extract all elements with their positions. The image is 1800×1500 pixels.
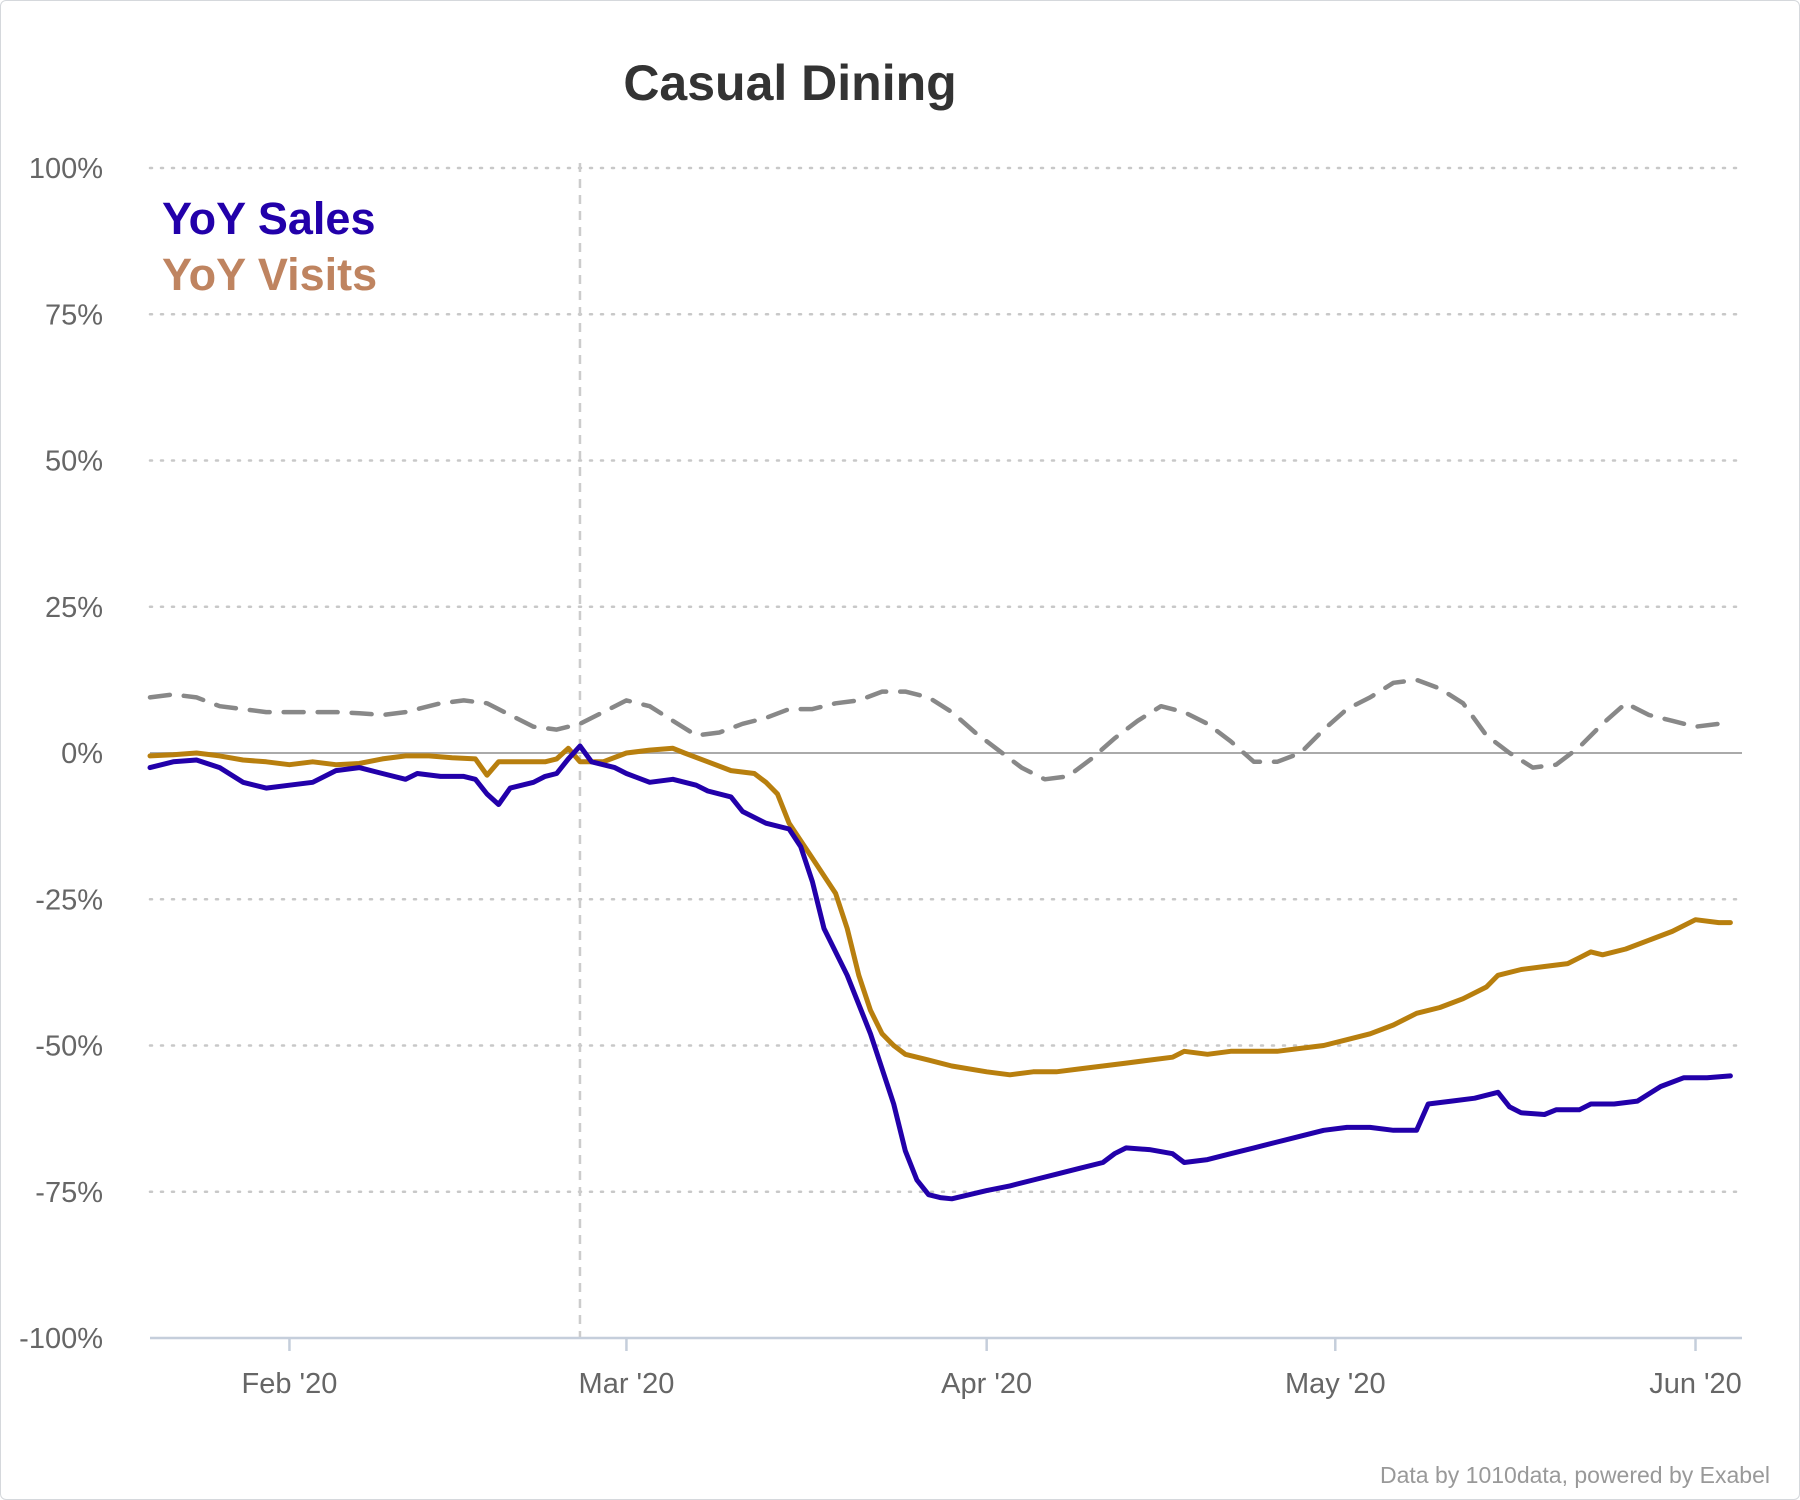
- legend-yoy-sales: YoY Sales: [162, 193, 375, 244]
- x-tick-label: Feb '20: [242, 1368, 338, 1400]
- y-tick-label: 25%: [45, 592, 103, 624]
- y-tick-label: -100%: [19, 1323, 103, 1355]
- baseline-dashed-line: [147, 677, 1733, 782]
- x-tick-label: May '20: [1285, 1368, 1386, 1400]
- y-tick-label: 75%: [45, 299, 103, 331]
- chart-title: Casual Dining: [623, 55, 956, 111]
- y-tick-label: -25%: [35, 884, 103, 916]
- series-lines: [147, 677, 1733, 1202]
- y-tick-label: 50%: [45, 446, 103, 478]
- y-tick-label: 100%: [29, 153, 103, 185]
- y-tick-label: 0%: [61, 738, 103, 770]
- data-credit: Data by 1010data, powered by Exabel: [1380, 1462, 1770, 1488]
- x-tick-label: Apr '20: [941, 1368, 1032, 1400]
- y-axis-ticks: 100% 75% 50% 25% 0% -25% -50% -75% -100%: [19, 153, 103, 1355]
- yoy-sales-line: [147, 743, 1733, 1202]
- grid-lines: [148, 166, 1744, 1193]
- x-tick-label: Jun '20: [1649, 1368, 1742, 1400]
- legend-yoy-visits: YoY Visits: [162, 249, 377, 300]
- y-tick-label: -75%: [35, 1177, 103, 1209]
- y-tick-label: -50%: [35, 1031, 103, 1063]
- x-tick-label: Mar '20: [579, 1368, 675, 1400]
- x-axis-ticks: Feb '20 Mar '20 Apr '20 May '20 Jun '20: [242, 1338, 1742, 1400]
- yoy-visits-line: [147, 745, 1733, 1078]
